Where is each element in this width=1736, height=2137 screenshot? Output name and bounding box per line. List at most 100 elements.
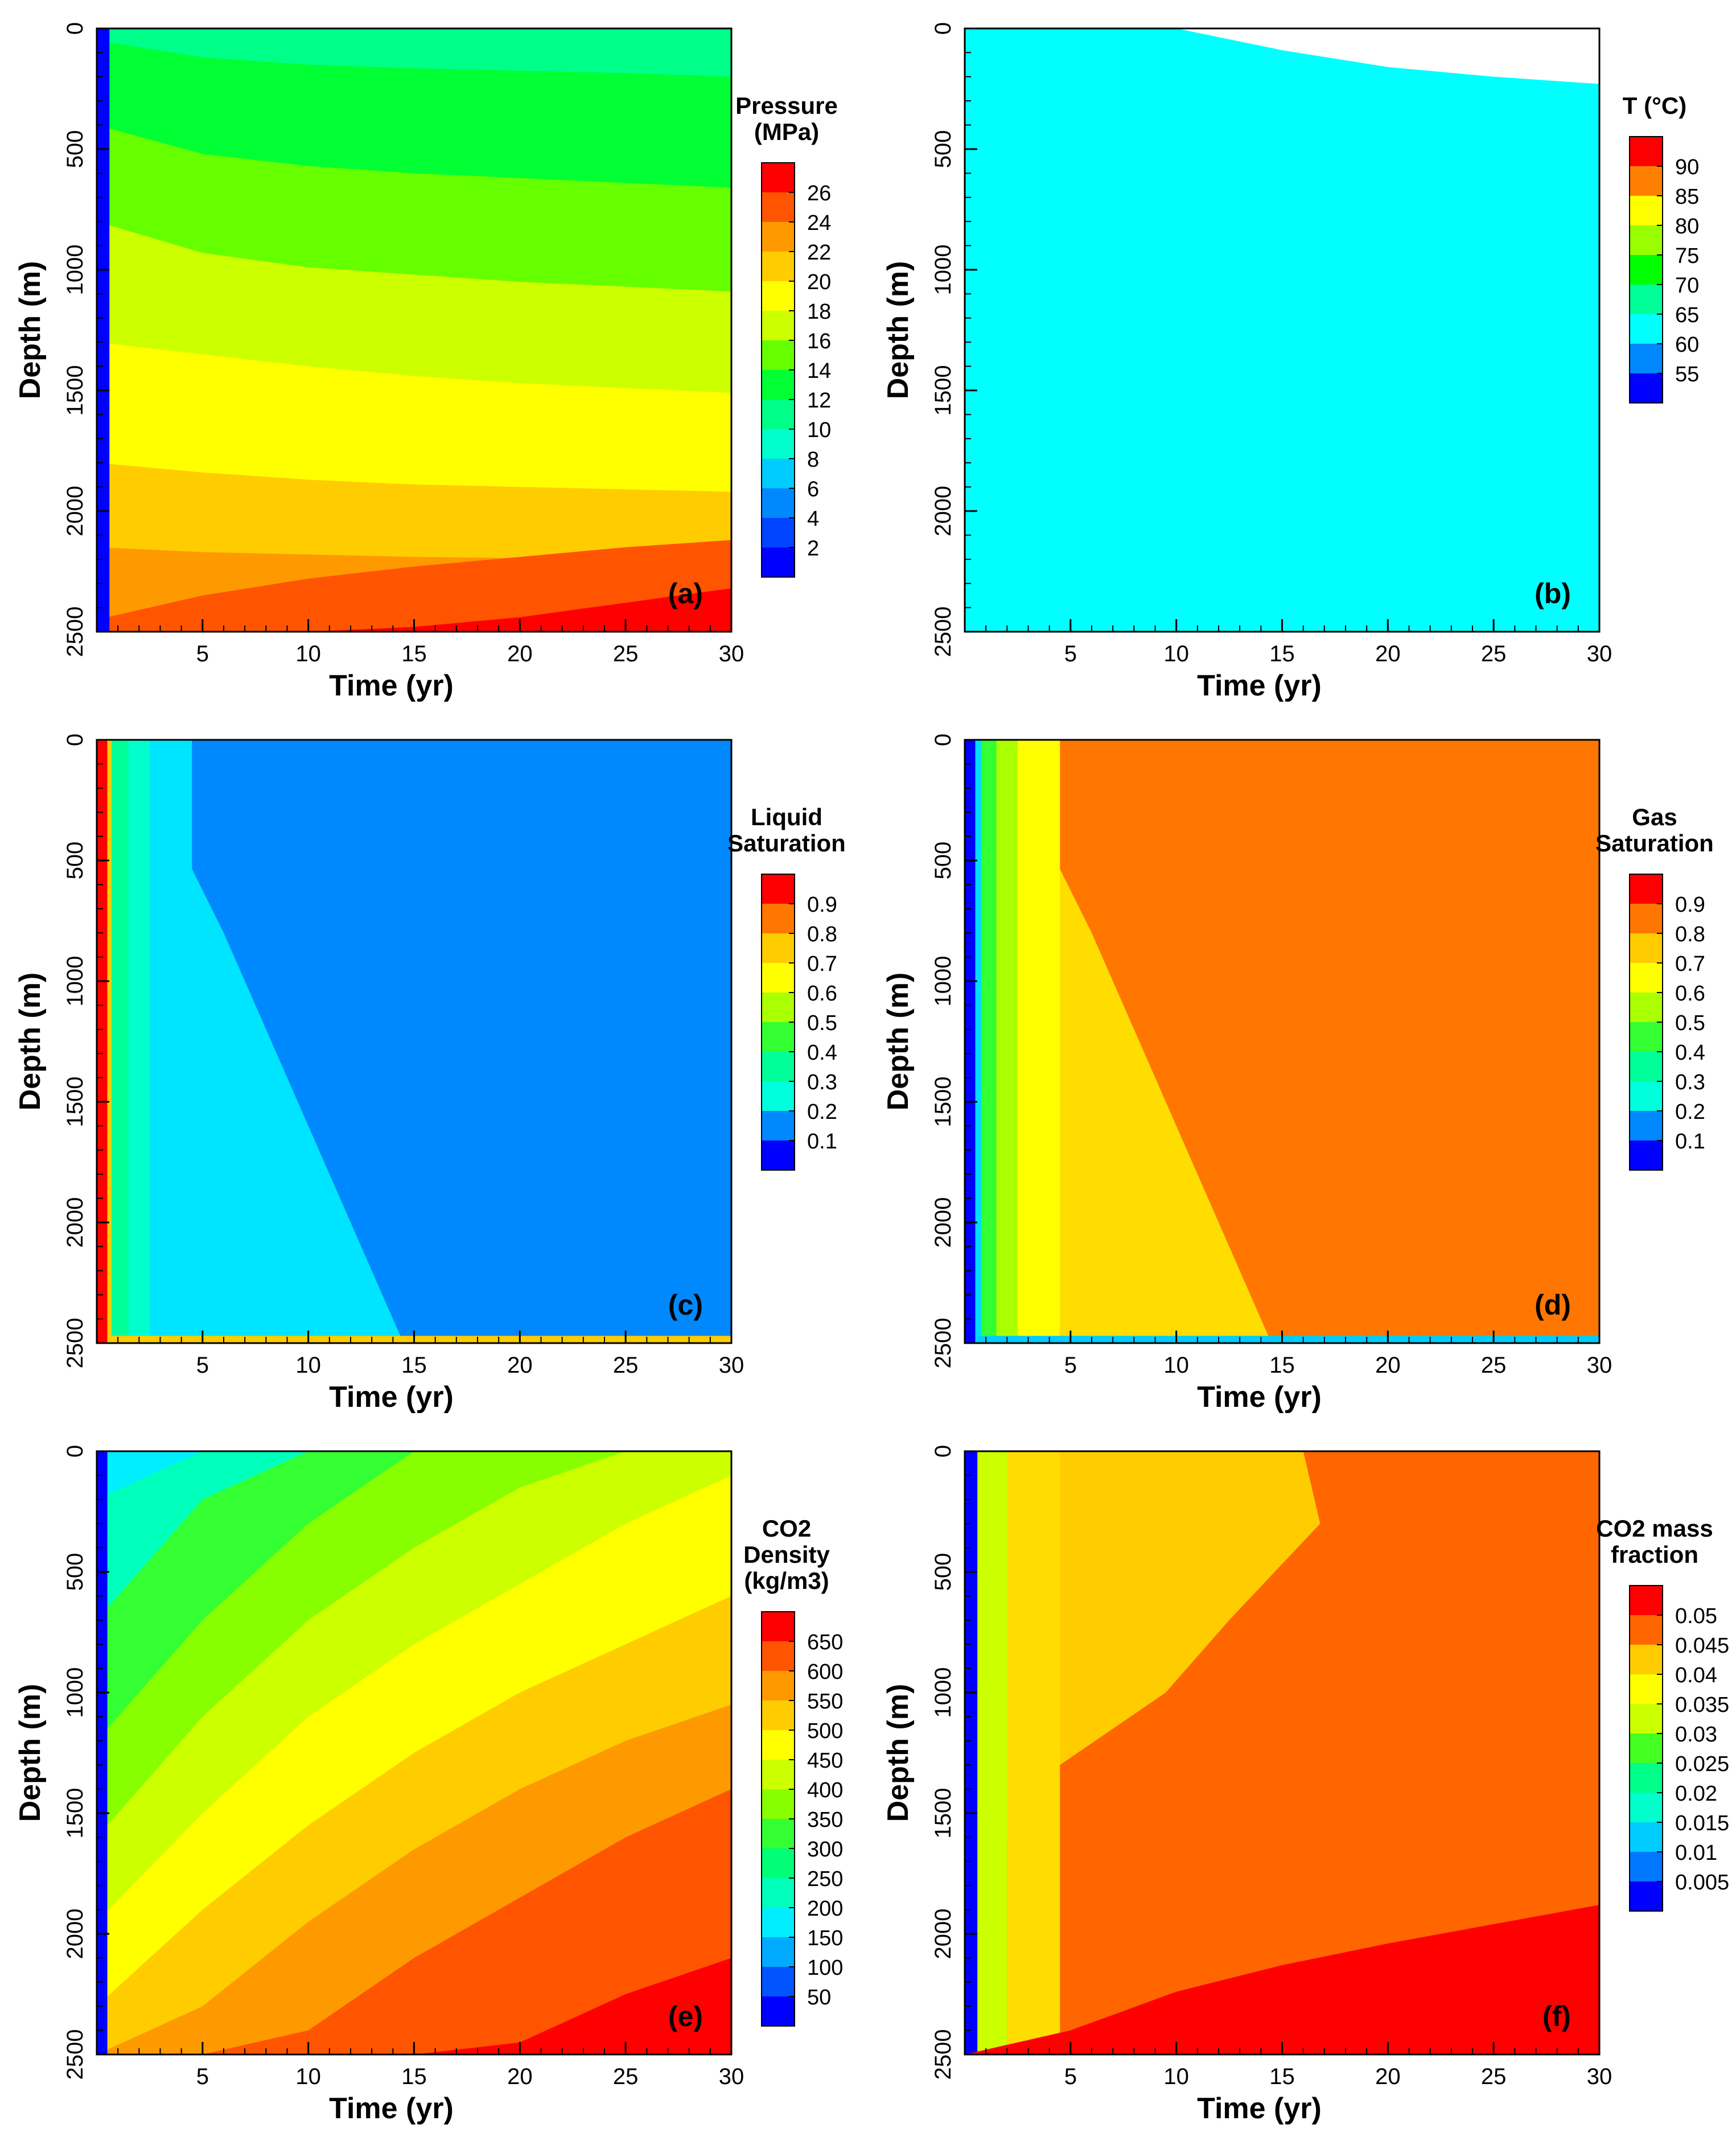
legend-swatch (1630, 1822, 1663, 1852)
legend-swatch (1630, 1881, 1663, 1911)
legend-swatch (762, 933, 795, 963)
x-tick-label: 30 (1587, 1353, 1612, 1378)
y-tick-label: 1000 (63, 245, 88, 295)
legend-swatch (762, 1671, 795, 1700)
bottom-strip (109, 1336, 731, 1343)
legend-title-line: Pressure (735, 92, 838, 119)
legend-level-label: 450 (807, 1749, 843, 1773)
contour-band-9 (97, 1789, 731, 2054)
x-tick-label: 15 (401, 2064, 427, 2089)
legend-level-label: 0.05 (1675, 1604, 1717, 1628)
y-tick-label: 2500 (63, 2029, 88, 2080)
vertical-band-1 (965, 740, 976, 1343)
panel-f: 5 10 15 20 25 30 0 500 1000 1500 2000 2500 Time (yr)… (868, 1423, 1736, 2134)
legend-level-label: 26 (807, 182, 831, 205)
y-axis-title: Depth (m) (882, 261, 915, 400)
legend-level-label: 0.035 (1675, 1693, 1729, 1717)
legend-swatch (762, 1641, 795, 1671)
x-axis-title: Time (yr) (329, 2092, 454, 2125)
legend-level-label: 0.8 (807, 923, 837, 946)
legend-swatch (762, 400, 795, 429)
legend-level-label: 600 (807, 1660, 843, 1684)
legend-swatch (1630, 373, 1663, 403)
x-tick-label: 15 (1269, 641, 1295, 666)
legend-swatch (762, 163, 795, 192)
x-tick-label: 10 (1163, 1353, 1189, 1378)
x-tick-label: 30 (719, 641, 744, 666)
x-tick-label: 30 (1587, 641, 1612, 666)
legend-level-label: 0.7 (807, 952, 837, 976)
legend-swatch (762, 1937, 795, 1967)
y-tick-label: 2000 (931, 486, 956, 537)
x-tick-label: 30 (719, 1353, 744, 1378)
y-tick-label: 0 (63, 734, 88, 746)
legend-level-label: 85 (1675, 185, 1699, 209)
y-tick-label: 1000 (63, 956, 88, 1007)
legend-level-label: 0.8 (1675, 923, 1705, 946)
legend-swatch (1630, 314, 1663, 344)
legend-level-label: 0.4 (1675, 1041, 1705, 1065)
legend-level-label: 4 (807, 507, 819, 531)
legend-swatch (762, 1081, 795, 1111)
legend-swatch (762, 1140, 795, 1170)
legend-swatch (762, 518, 795, 547)
x-tick-label: 20 (1375, 1353, 1401, 1378)
legend-title-line: T (°C) (1623, 92, 1686, 119)
legend-title-line: Gas (1632, 804, 1677, 830)
y-tick-label: 500 (63, 842, 88, 880)
x-tick-label: 10 (295, 1353, 321, 1378)
legend-swatch (762, 1111, 795, 1140)
x-tick-label: 15 (401, 1353, 427, 1378)
lower-field (965, 1905, 1599, 2054)
legend-swatch (1630, 344, 1663, 373)
x-tick-label: 25 (1481, 641, 1507, 666)
y-tick-label: 0 (63, 22, 88, 35)
legend-level-label: 8 (807, 448, 819, 472)
y-tick-label: 1500 (63, 1077, 88, 1127)
legend-level-label: 0.9 (807, 893, 837, 917)
legend-title-line: (MPa) (754, 118, 819, 145)
y-tick-label: 0 (63, 1445, 88, 1457)
legend-swatch (762, 904, 795, 933)
y-tick-label: 500 (931, 842, 956, 880)
contour-chart: 5 10 15 20 25 30 0 500 1000 1500 2000 2500 Time (yr)… (882, 1445, 1729, 2125)
y-tick-label: 1500 (931, 1788, 956, 1839)
y-tick-label: 1000 (63, 1667, 88, 1718)
y-tick-label: 1000 (931, 956, 956, 1007)
x-axis-title: Time (yr) (329, 669, 454, 702)
legend-swatch (1630, 1586, 1663, 1615)
y-tick-label: 1500 (931, 365, 956, 416)
legend-swatch (1630, 993, 1663, 1022)
legend-swatch (1630, 1734, 1663, 1763)
contour-fields (97, 1451, 731, 2054)
legend-swatch (762, 192, 795, 222)
legend-title-line: Saturation (727, 830, 846, 857)
y-tick-label: 1500 (63, 1788, 88, 1839)
y-tick-label: 1000 (931, 1667, 956, 1718)
y-tick-label: 500 (931, 130, 956, 168)
contour-band-9 (97, 588, 731, 632)
legend-level-label: 12 (807, 389, 831, 413)
legend-swatch (762, 488, 795, 518)
legend-swatch (1630, 1645, 1663, 1674)
legend-swatch (762, 874, 795, 904)
y-tick-label: 1000 (931, 245, 956, 295)
x-tick-label: 10 (1163, 641, 1189, 666)
vertical-band-3 (981, 740, 997, 1343)
contour-fields (97, 740, 731, 1343)
legend-title-line: Density (743, 1541, 830, 1568)
legend-level-label: 0.025 (1675, 1752, 1729, 1776)
x-axis-title: Time (yr) (1197, 2092, 1322, 2125)
legend-swatch (1630, 1704, 1663, 1734)
legend-swatch (762, 340, 795, 370)
contour-band-7 (965, 28, 1599, 632)
bottom-strip (977, 1336, 1599, 1343)
x-tick-label: 15 (401, 641, 427, 666)
x-tick-label: 5 (196, 641, 209, 666)
legend-level-label: 90 (1675, 155, 1699, 179)
legend-swatch (762, 222, 795, 252)
legend-level-label: 0.3 (1675, 1070, 1705, 1094)
x-tick-label: 25 (613, 2064, 639, 2089)
legend-swatch (1630, 1674, 1663, 1704)
legend-swatch (762, 1996, 795, 2026)
